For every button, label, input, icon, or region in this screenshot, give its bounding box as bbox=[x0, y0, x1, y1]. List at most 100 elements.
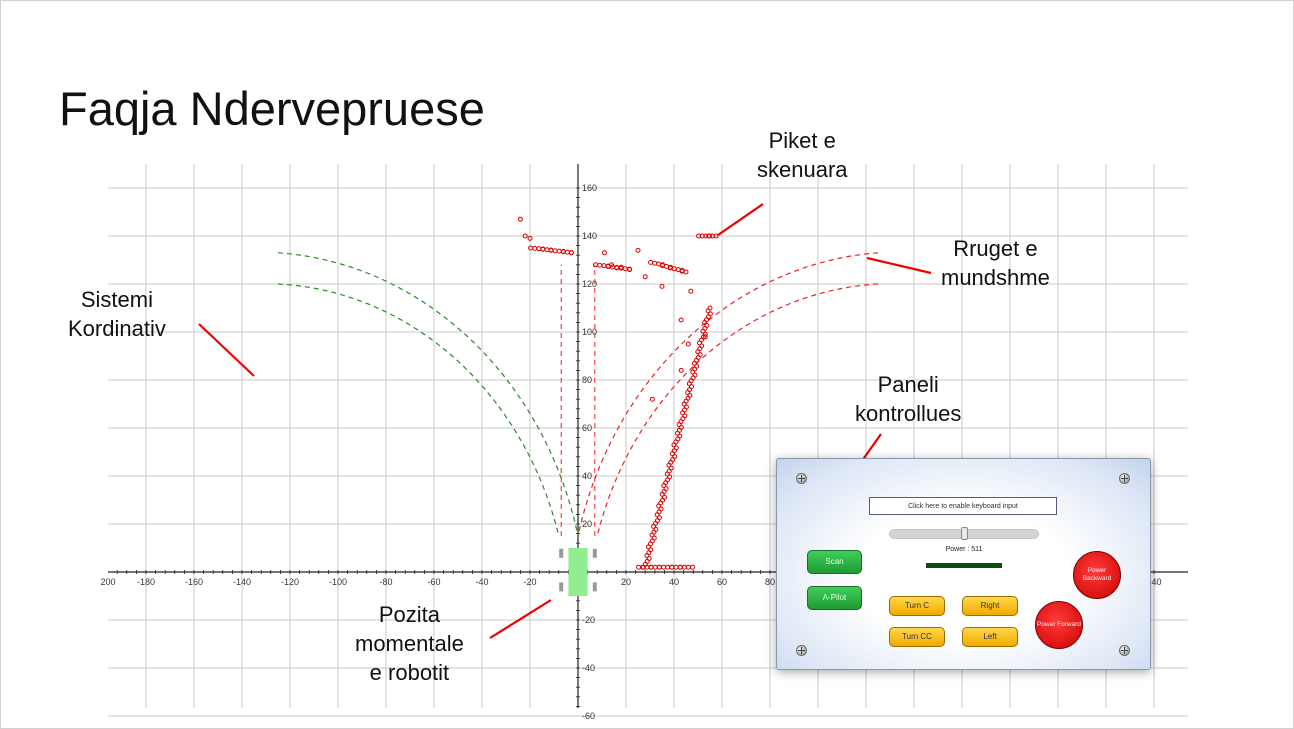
scan-point bbox=[648, 564, 654, 570]
scan-point bbox=[688, 288, 694, 294]
y-tick-label: -20 bbox=[582, 615, 595, 625]
turn-c-button[interactable]: Turn C bbox=[889, 596, 945, 616]
scan-point bbox=[677, 564, 683, 570]
power-backward-button[interactable]: Power Backward bbox=[1073, 551, 1121, 599]
annotation-line: e robotit bbox=[369, 660, 450, 685]
keyboard-input-field[interactable]: Click here to enable keyboard input bbox=[869, 497, 1057, 515]
annotation-line: Rruget e bbox=[953, 236, 1038, 261]
scan-point bbox=[678, 317, 684, 323]
scan-point bbox=[568, 250, 574, 256]
scan-point bbox=[522, 233, 528, 239]
annotation-scanned-points: Piket e skenuara bbox=[757, 126, 848, 184]
screw-icon bbox=[1119, 473, 1130, 484]
power-level-bar bbox=[926, 563, 1002, 568]
right-button[interactable]: Right bbox=[962, 596, 1018, 616]
y-tick-label: 80 bbox=[582, 375, 592, 385]
power-slider-thumb[interactable] bbox=[961, 527, 968, 540]
annotation-pointer bbox=[717, 203, 764, 236]
scan-point bbox=[544, 247, 550, 253]
scan-point bbox=[564, 249, 570, 255]
scan-point bbox=[678, 367, 684, 373]
scan-point bbox=[601, 250, 607, 256]
scan-point bbox=[527, 235, 533, 241]
robot-wheel bbox=[559, 582, 564, 592]
scan-point bbox=[661, 564, 667, 570]
power-backward-label: Power Backward bbox=[1082, 567, 1112, 582]
robot-body bbox=[568, 548, 588, 596]
annotation-line: Sistemi bbox=[80, 287, 153, 312]
scan-point bbox=[656, 564, 662, 570]
annotation-pointer bbox=[489, 599, 552, 639]
scan-point bbox=[690, 564, 696, 570]
scan-point bbox=[552, 248, 558, 254]
scan-point bbox=[609, 262, 615, 268]
scan-point bbox=[649, 396, 655, 402]
scan-point bbox=[652, 260, 658, 266]
x-tick-label: -60 bbox=[427, 577, 440, 587]
scan-point bbox=[685, 341, 691, 347]
x-tick-label: 80 bbox=[765, 577, 775, 587]
annotation-pointer bbox=[198, 323, 255, 377]
annotation-pointer bbox=[866, 256, 932, 275]
robot-wheel bbox=[559, 548, 564, 558]
annotation-line: Kordinativ bbox=[68, 316, 166, 341]
scan-point bbox=[707, 305, 713, 311]
scan-point bbox=[636, 564, 642, 570]
y-tick-label: -60 bbox=[582, 711, 595, 721]
possible-path-arc bbox=[277, 252, 579, 537]
annotation-line: momentale bbox=[355, 631, 464, 656]
annotation-control-panel: Paneli kontrollues bbox=[855, 370, 961, 428]
screw-icon bbox=[796, 645, 807, 656]
robot-wheel bbox=[592, 548, 597, 558]
annotation-coordinate-system: Sistemi Kordinativ bbox=[68, 285, 166, 343]
slide-title: Faqja Ndervepruese bbox=[59, 82, 485, 135]
scan-point bbox=[648, 259, 654, 265]
scan-point bbox=[528, 245, 534, 251]
x-tick-label: -140 bbox=[233, 577, 251, 587]
y-tick-label: 60 bbox=[582, 423, 592, 433]
scan-point bbox=[683, 269, 689, 275]
left-button[interactable]: Left bbox=[962, 627, 1018, 647]
annotation-line: Pozita bbox=[378, 602, 440, 627]
scan-point bbox=[702, 334, 708, 340]
scan-point bbox=[652, 564, 658, 570]
x-tick-label: 60 bbox=[717, 577, 727, 587]
scan-point bbox=[618, 264, 624, 270]
scan-point bbox=[532, 245, 538, 251]
scan-point bbox=[592, 262, 598, 268]
power-label: Power : 511 bbox=[945, 546, 983, 553]
power-forward-button[interactable]: Power Forward bbox=[1035, 601, 1083, 649]
scan-point bbox=[673, 564, 679, 570]
annotation-line: kontrollues bbox=[855, 401, 962, 426]
y-tick-label: 40 bbox=[582, 471, 592, 481]
x-tick-label: -100 bbox=[329, 577, 347, 587]
screw-icon bbox=[796, 473, 807, 484]
scan-point bbox=[665, 564, 671, 570]
scan-point bbox=[642, 274, 648, 280]
screw-icon bbox=[1119, 645, 1130, 656]
autopilot-button[interactable]: A-Pilot bbox=[807, 586, 862, 610]
x-tick-label: 20 bbox=[621, 577, 631, 587]
annotation-line: skenuara bbox=[757, 157, 848, 182]
annotation-line: Piket e bbox=[768, 128, 836, 153]
x-tick-label: -80 bbox=[379, 577, 392, 587]
x-tick-label: 200 bbox=[100, 577, 115, 587]
x-tick-label: -180 bbox=[137, 577, 155, 587]
scan-point bbox=[536, 246, 542, 252]
possible-path-arc bbox=[277, 283, 560, 537]
x-tick-label: -120 bbox=[281, 577, 299, 587]
scan-point bbox=[659, 283, 665, 289]
annotation-line: Paneli bbox=[877, 372, 939, 397]
scan-point bbox=[669, 564, 675, 570]
scan-point bbox=[627, 267, 633, 273]
scan-point bbox=[685, 564, 691, 570]
scan-point bbox=[622, 266, 628, 272]
x-tick-label: 240 bbox=[1146, 577, 1161, 587]
scan-point bbox=[597, 262, 603, 268]
turn-cc-button[interactable]: Turn CC bbox=[889, 627, 945, 647]
y-tick-label: 20 bbox=[582, 519, 592, 529]
scan-button[interactable]: Scan bbox=[807, 550, 862, 574]
scan-point bbox=[713, 233, 719, 239]
